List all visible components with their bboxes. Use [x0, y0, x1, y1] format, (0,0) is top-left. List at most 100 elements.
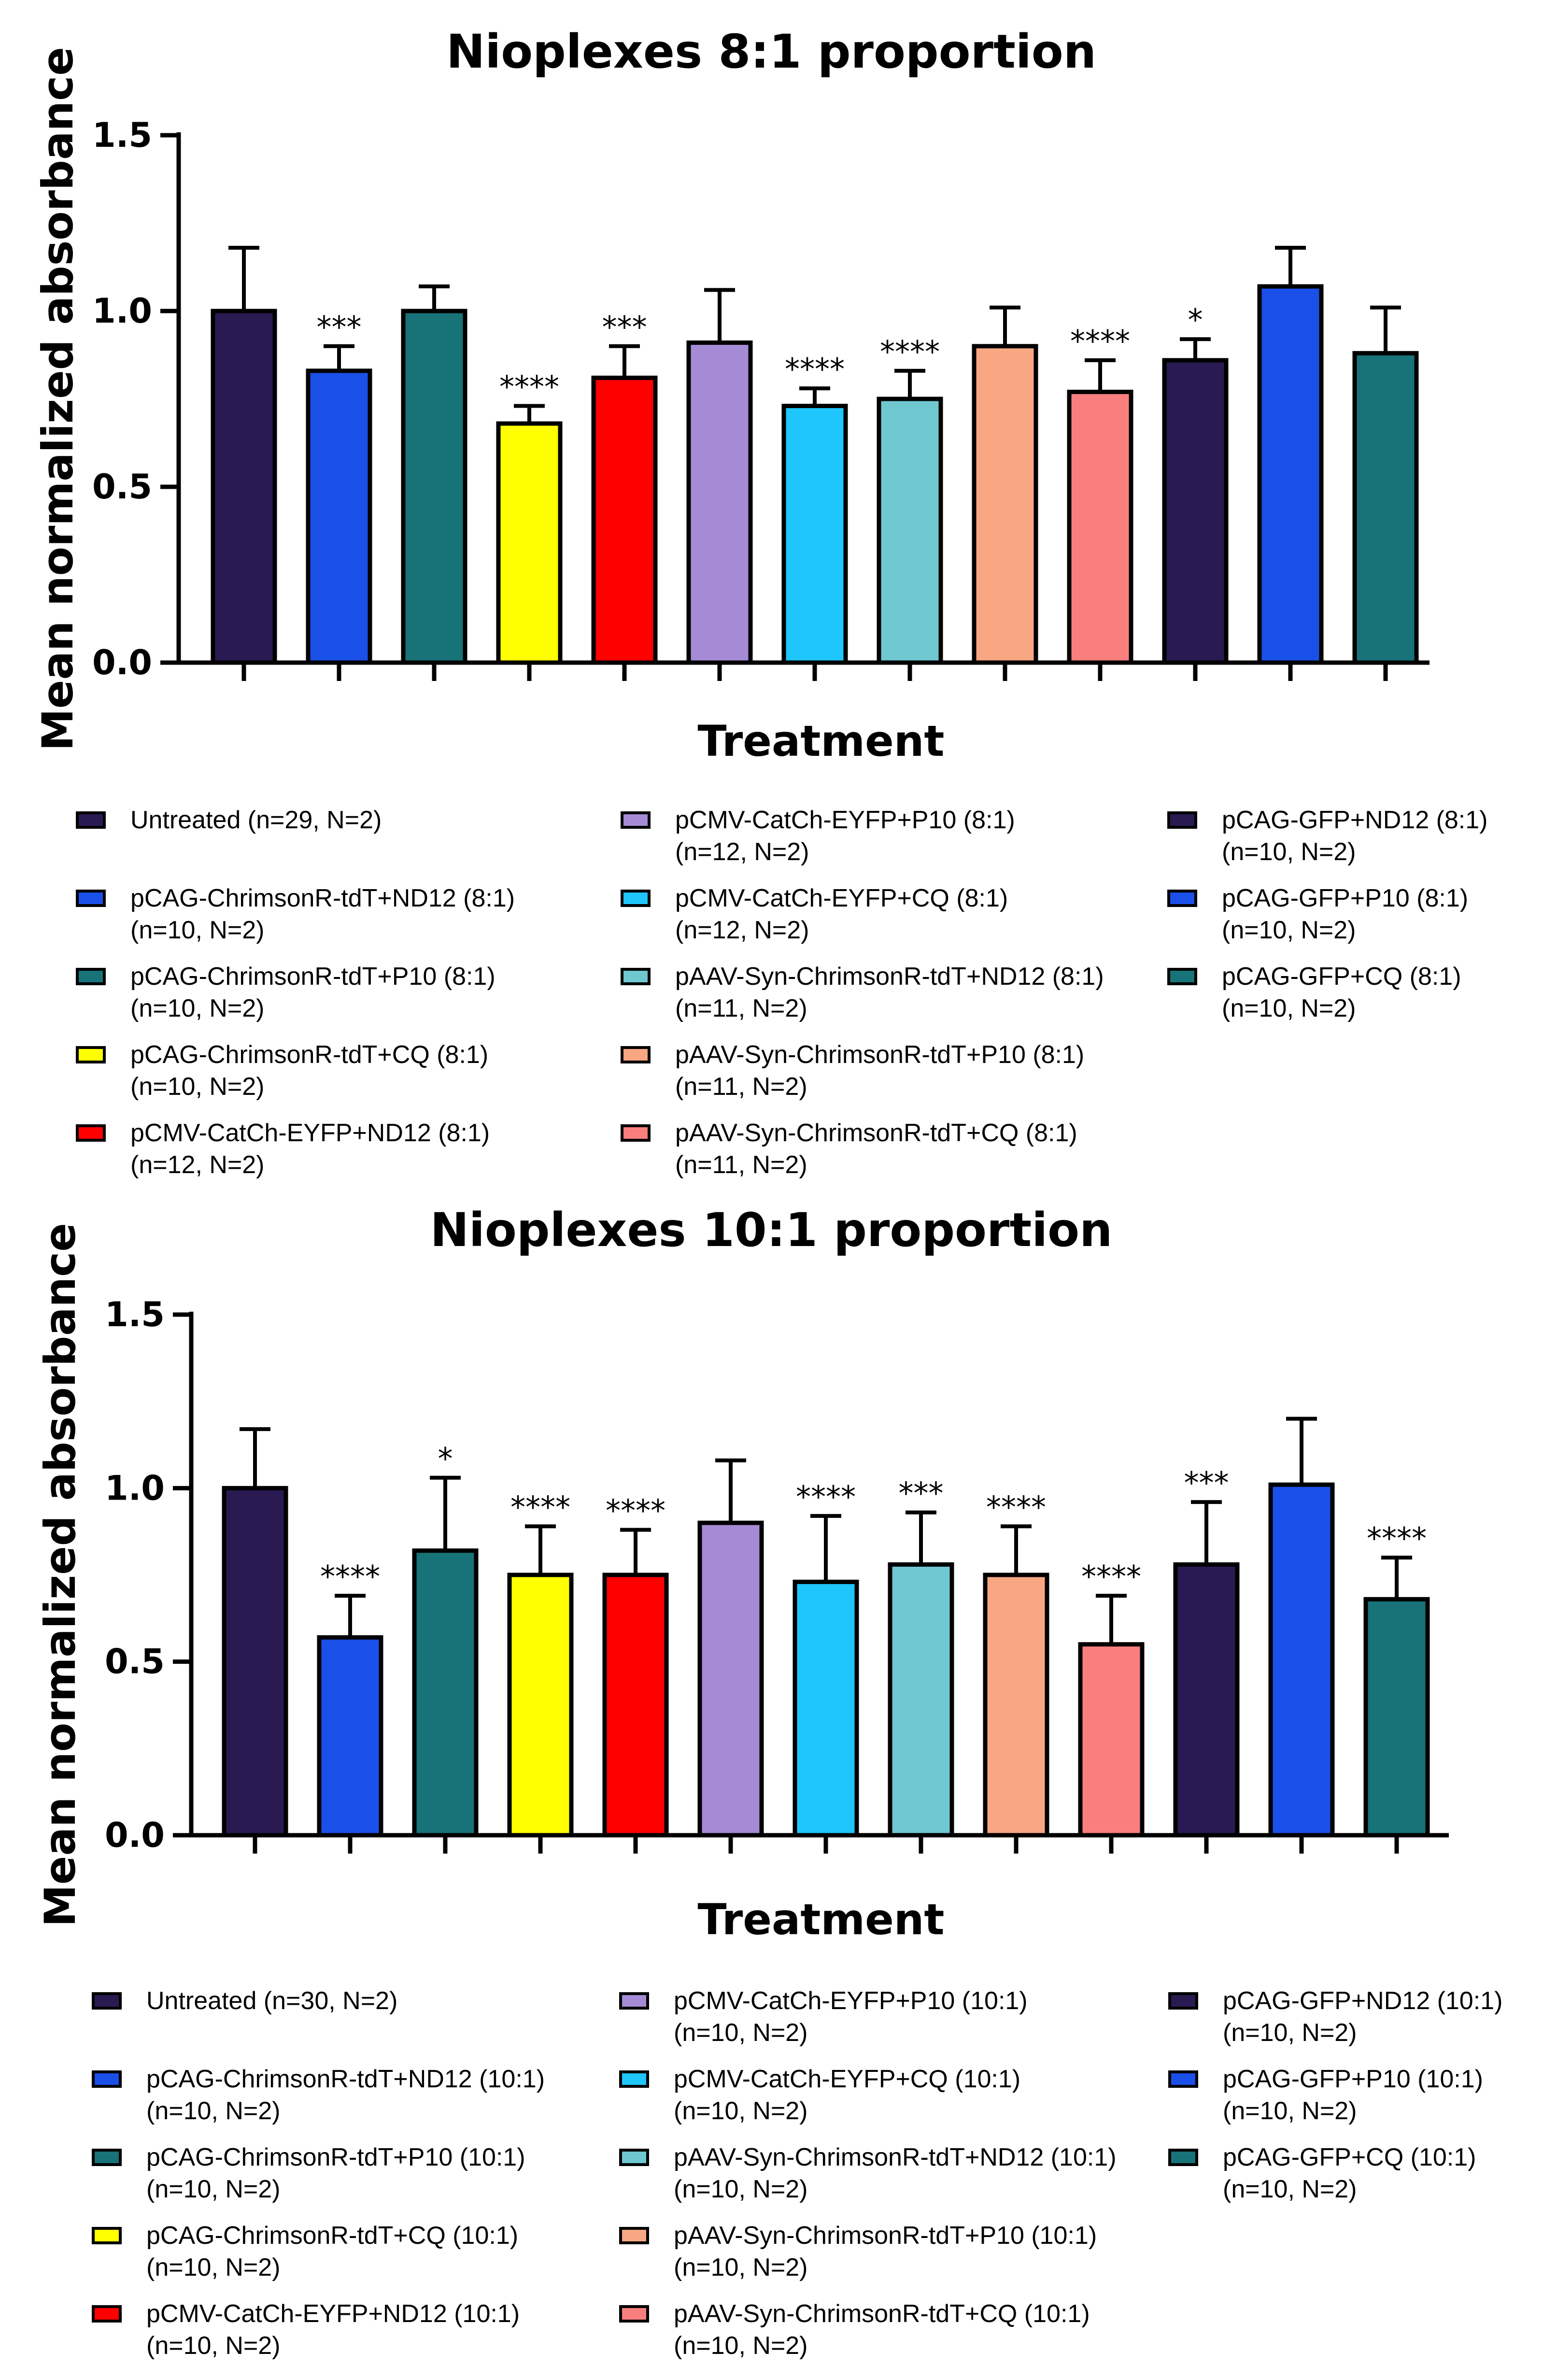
- legend-swatch: [92, 2070, 122, 2088]
- legend-label-detail: (n=11, N=2): [675, 994, 807, 1022]
- bar: [697, 1520, 764, 1838]
- bar: [983, 1572, 1049, 1838]
- legend-label-detail: (n=10, N=2): [130, 994, 265, 1022]
- legend-label-detail: (n=10, N=2): [130, 916, 265, 944]
- significance-label: ****: [1070, 324, 1130, 359]
- legend-swatch: [92, 2149, 122, 2166]
- bar: [1352, 351, 1419, 665]
- bar: [793, 1579, 859, 1838]
- significance-label: *: [1188, 302, 1203, 338]
- legend-item: pCAG-GFP+CQ (8:1) (n=10, N=2): [1167, 963, 1461, 1022]
- y-tick-label: 0.0: [105, 1815, 165, 1855]
- significance-label: ****: [1081, 1559, 1141, 1594]
- legend-swatch: [76, 1046, 106, 1063]
- y-axis-label: Mean normalized absorbance: [35, 1223, 85, 1927]
- significance-label: ***: [899, 1476, 944, 1511]
- significance-label: ****: [499, 369, 559, 405]
- legend-label: pAAV-Syn-ChrimsonR-tdT+CQ (10:1): [674, 2300, 1090, 2328]
- legend-swatch: [1167, 890, 1197, 907]
- legend-label: pAAV-Syn-ChrimsonR-tdT+ND12 (10:1): [674, 2143, 1117, 2171]
- legend-swatch: [1168, 2070, 1198, 2088]
- significance-label: ****: [880, 334, 940, 369]
- legend-item: Untreated (n=29, N=2): [76, 806, 382, 834]
- bar: [306, 368, 372, 665]
- legend-item: pCAG-ChrimsonR-tdT+CQ (10:1) (n=10, N=2): [92, 2222, 518, 2281]
- bar: [1067, 389, 1133, 665]
- legend-item: Untreated (n=30, N=2): [92, 1987, 397, 2015]
- legend-swatch: [621, 1124, 651, 1142]
- legend-swatch: [1168, 1992, 1198, 2010]
- legend-label-detail: (n=10, N=2): [674, 2019, 808, 2047]
- legend-item: pCAG-GFP+P10 (10:1) (n=10, N=2): [1168, 2065, 1483, 2125]
- legend-label-detail: (n=10, N=2): [674, 2097, 808, 2125]
- significance-label: *: [438, 1441, 453, 1476]
- legend-label: pCAG-GFP+ND12 (8:1): [1222, 806, 1488, 834]
- bar: [211, 309, 277, 665]
- significance-label: ****: [510, 1489, 570, 1525]
- legend-item: pAAV-Syn-ChrimsonR-tdT+P10 (8:1) (n=11, N…: [621, 1041, 1084, 1101]
- legend-item: pCAG-GFP+ND12 (10:1) (n=10, N=2): [1168, 1987, 1502, 2047]
- bar: [1268, 1482, 1335, 1838]
- bar: [877, 397, 943, 665]
- legend-item: pAAV-Syn-ChrimsonR-tdT+P10 (10:1) (n=10, …: [619, 2222, 1097, 2281]
- legend-label-detail: (n=10, N=2): [146, 2175, 281, 2203]
- chart-panel-1: Nioplexes 8:1 proportion Mean normalized …: [33, 25, 1488, 1179]
- legend-label: pAAV-Syn-ChrimsonR-tdT+P10 (10:1): [674, 2222, 1097, 2250]
- bar: [972, 344, 1038, 665]
- significance-label: ***: [317, 310, 362, 345]
- legend-swatch: [76, 968, 106, 985]
- legend-label-detail: (n=12, N=2): [675, 916, 809, 944]
- legend-item: pCMV-CatCh-EYFP+CQ (10:1) (n=10, N=2): [619, 2065, 1020, 2125]
- y-tick-label: 1.5: [92, 115, 152, 155]
- legend-swatch: [92, 1992, 122, 2010]
- y-tick-label: 1.5: [105, 1295, 165, 1334]
- y-axis-label: Mean normalized absorbance: [33, 47, 83, 751]
- legend-swatch: [621, 890, 651, 907]
- legend-label: pCMV-CatCh-EYFP+ND12 (8:1): [130, 1119, 490, 1147]
- legend-item: pCAG-ChrimsonR-tdT+P10 (10:1) (n=10, N=2): [92, 2143, 525, 2203]
- legend-item: pCAG-GFP+P10 (8:1) (n=10, N=2): [1167, 884, 1468, 944]
- x-axis-label: Treatment: [698, 716, 945, 766]
- legend-label: pCMV-CatCh-EYFP+ND12 (10:1): [146, 2300, 520, 2328]
- legend-item: pCMV-CatCh-EYFP+P10 (10:1) (n=10, N=2): [619, 1987, 1028, 2047]
- legend-label: pCAG-ChrimsonR-tdT+P10 (8:1): [130, 963, 495, 991]
- legend-label: pCMV-CatCh-EYFP+CQ (8:1): [675, 884, 1008, 912]
- legend-swatch: [619, 2227, 649, 2244]
- legend-label-detail: (n=10, N=2): [674, 2175, 808, 2203]
- legend-label: pCAG-GFP+P10 (10:1): [1223, 2065, 1483, 2093]
- legend-swatch: [76, 1124, 106, 1142]
- bar: [1173, 1562, 1240, 1838]
- legend-swatch: [619, 2070, 649, 2088]
- legend-label-detail: (n=10, N=2): [1223, 2097, 1357, 2125]
- legend-label-detail: (n=10, N=2): [1223, 2175, 1357, 2203]
- significance-label: ****: [320, 1559, 380, 1594]
- bar: [496, 421, 563, 665]
- y-tick-label: 0.5: [105, 1642, 165, 1682]
- legend-swatch: [619, 2305, 649, 2323]
- legend-label: pAAV-Syn-ChrimsonR-tdT+ND12 (8:1): [675, 963, 1104, 991]
- legend-label: pCAG-ChrimsonR-tdT+P10 (10:1): [146, 2143, 525, 2171]
- legend-swatch: [76, 890, 106, 907]
- legend-item: pAAV-Syn-ChrimsonR-tdT+ND12 (8:1) (n=11, …: [621, 963, 1104, 1022]
- chart-title: Nioplexes 10:1 proportion: [430, 1203, 1113, 1257]
- bar: [1162, 358, 1229, 665]
- bar: [507, 1572, 574, 1838]
- bar: [401, 309, 467, 665]
- legend-label: pCAG-ChrimsonR-tdT+CQ (10:1): [146, 2222, 518, 2250]
- significance-label: ****: [796, 1479, 856, 1515]
- legend-label: pCMV-CatCh-EYFP+P10 (8:1): [675, 806, 1015, 834]
- legend-swatch: [619, 1992, 649, 2010]
- legend-swatch: [619, 2149, 649, 2166]
- legend: Untreated (n=29, N=2) pCAG-ChrimsonR-tdT+…: [76, 806, 1488, 1179]
- legend-item: pCMV-CatCh-EYFP+ND12 (10:1) (n=10, N=2): [92, 2300, 520, 2360]
- legend-item: pCMV-CatCh-EYFP+CQ (8:1) (n=12, N=2): [621, 884, 1008, 944]
- legend-swatch: [76, 811, 106, 829]
- legend-item: pCAG-ChrimsonR-tdT+ND12 (10:1) (n=10, N=2…: [92, 2065, 545, 2125]
- legend-swatch: [1167, 811, 1197, 829]
- significance-label: ****: [785, 352, 845, 387]
- legend-label-detail: (n=10, N=2): [1222, 838, 1356, 866]
- significance-label: ***: [1184, 1465, 1229, 1501]
- bar: [412, 1548, 479, 1838]
- significance-label: ***: [602, 310, 647, 345]
